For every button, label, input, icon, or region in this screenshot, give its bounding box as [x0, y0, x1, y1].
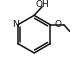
- Text: O: O: [54, 20, 61, 29]
- Text: OH: OH: [36, 0, 50, 9]
- Text: N: N: [12, 20, 19, 29]
